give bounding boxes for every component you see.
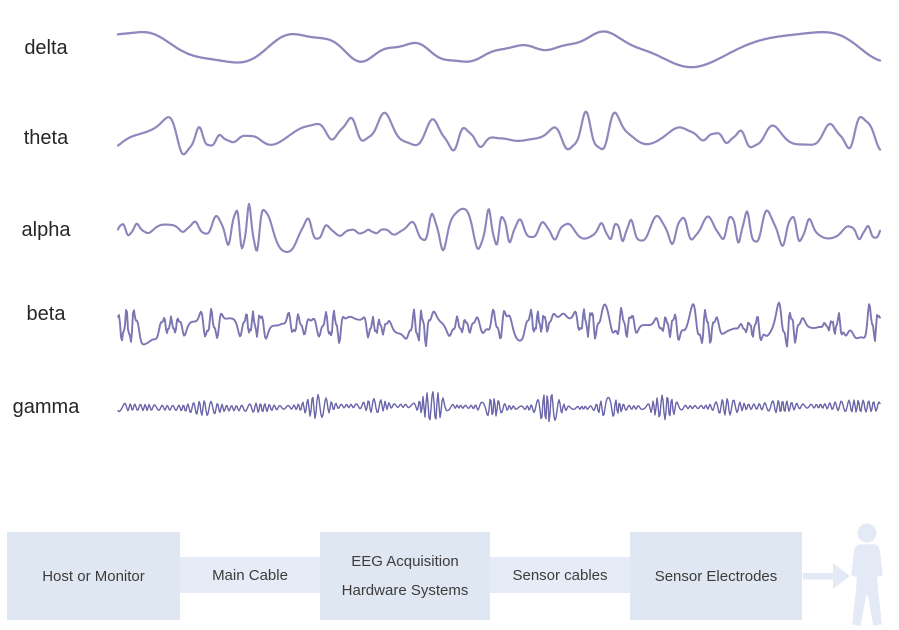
band-label-delta: delta [24,37,68,59]
theta-waveform [116,110,882,156]
flow-connector-label: Sensor cables [512,566,608,584]
gamma-waveform [117,391,881,423]
flow-block-sensor-electrodes: Sensor Electrodes [630,532,802,620]
flow-connector-sensor-cables: Sensor cables [490,557,630,593]
delta-wave-line [116,30,882,69]
flow-block-host-or-monitor: Host or Monitor [7,532,180,620]
band-label-gamma: gamma [12,396,80,418]
alpha-wave-line [116,202,882,253]
alpha-waveform [116,202,882,253]
person-icon [851,523,883,626]
delta-waveform [116,30,882,69]
flow-connector-label: Main Cable [212,566,288,584]
gamma-wave-line [117,391,881,423]
band-label-beta: beta [26,303,66,325]
flow-connector-main-cable: Main Cable [180,557,320,593]
flow-block-label: EEG Acquisition Hardware Systems [341,553,469,599]
theta-wave-line [116,110,882,156]
beta-wave-line [117,301,881,348]
band-label-theta: theta [23,127,69,149]
arrow-right-icon [803,563,850,589]
band-label-alpha: alpha [21,219,71,241]
beta-waveform [117,301,881,348]
flow-block-eeg-acquisition: EEG Acquisition Hardware Systems [320,532,490,620]
flow-block-label: Host or Monitor [42,567,145,585]
flow-block-label: Sensor Electrodes [654,567,778,585]
